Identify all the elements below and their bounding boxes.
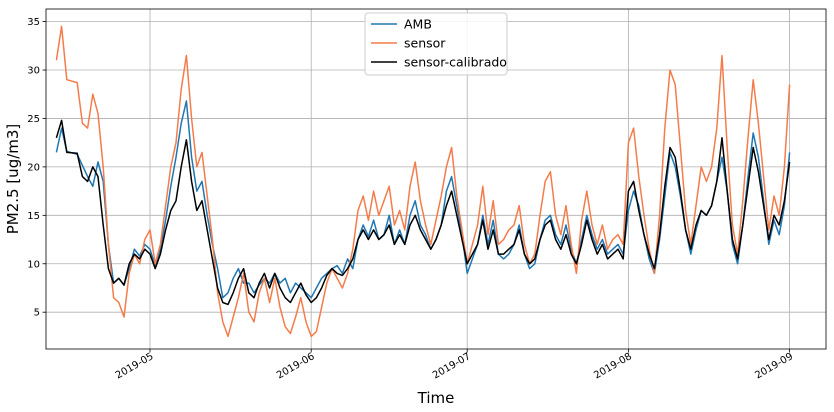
legend-label-amb: AMB [404, 17, 432, 32]
series-lines [55, 25, 791, 338]
series-line-sensor-calibrado [55, 119, 791, 306]
y-tick-label: 15 [27, 211, 40, 222]
y-tick-label: 20 [27, 162, 40, 173]
plot-frame [45, 8, 827, 350]
series-line-amb [55, 100, 791, 299]
x-tick-label: 2019-08 [592, 351, 634, 381]
x-axis-title: Time [417, 389, 455, 407]
y-tick-label: 10 [27, 259, 40, 270]
legend-box [364, 12, 508, 76]
x-tick-label: 2019-06 [275, 351, 317, 381]
x-tick-label: 2019-09 [753, 351, 795, 381]
y-tick-label: 25 [27, 114, 40, 125]
series-line-sensor [55, 25, 791, 338]
legend: AMB sensor sensor-calibrado [364, 12, 508, 76]
y-tick-label: 35 [27, 17, 40, 28]
y-tick-label: 30 [27, 66, 40, 77]
legend-label-sensor: sensor [404, 36, 446, 51]
y-axis-title: PM2.5 [ug/m3] [4, 124, 22, 235]
x-tick-label: 2019-05 [114, 351, 156, 381]
x-tick-label: 2019-07 [431, 351, 473, 381]
legend-label-sensor-calibrado: sensor-calibrado [404, 55, 507, 70]
y-tick-label: 5 [34, 308, 40, 319]
